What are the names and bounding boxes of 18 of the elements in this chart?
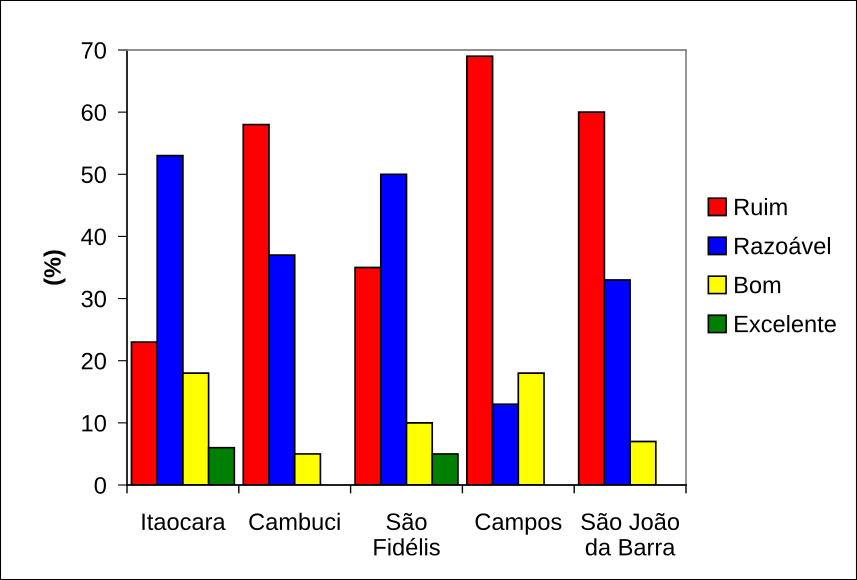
y-tick-label: 70 bbox=[82, 42, 106, 59]
y-tick-label: 20 bbox=[82, 352, 106, 370]
y-tick-label: 50 bbox=[82, 166, 106, 184]
y-tick-label: 10 bbox=[82, 414, 106, 432]
y-tick-label: 60 bbox=[82, 104, 106, 121]
legend-label: Bom bbox=[735, 276, 780, 294]
x-tick-label: Cambuci bbox=[249, 512, 340, 530]
legend-label: Ruim bbox=[735, 198, 787, 216]
x-tick-label: Campos bbox=[476, 513, 562, 535]
x-tick-label: São Fidélis bbox=[374, 512, 440, 556]
legend-label: Razoável bbox=[735, 236, 830, 254]
legend-label: Excelente bbox=[735, 315, 836, 332]
y-tick-label: 40 bbox=[81, 228, 106, 246]
x-tick-label: São João da Barra bbox=[581, 512, 679, 556]
y-axis-title: (%) bbox=[44, 250, 66, 285]
y-tick-label: 30 bbox=[82, 290, 106, 308]
x-tick-label: Itaocara bbox=[142, 514, 226, 530]
y-tick-label: 0 bbox=[94, 477, 106, 494]
